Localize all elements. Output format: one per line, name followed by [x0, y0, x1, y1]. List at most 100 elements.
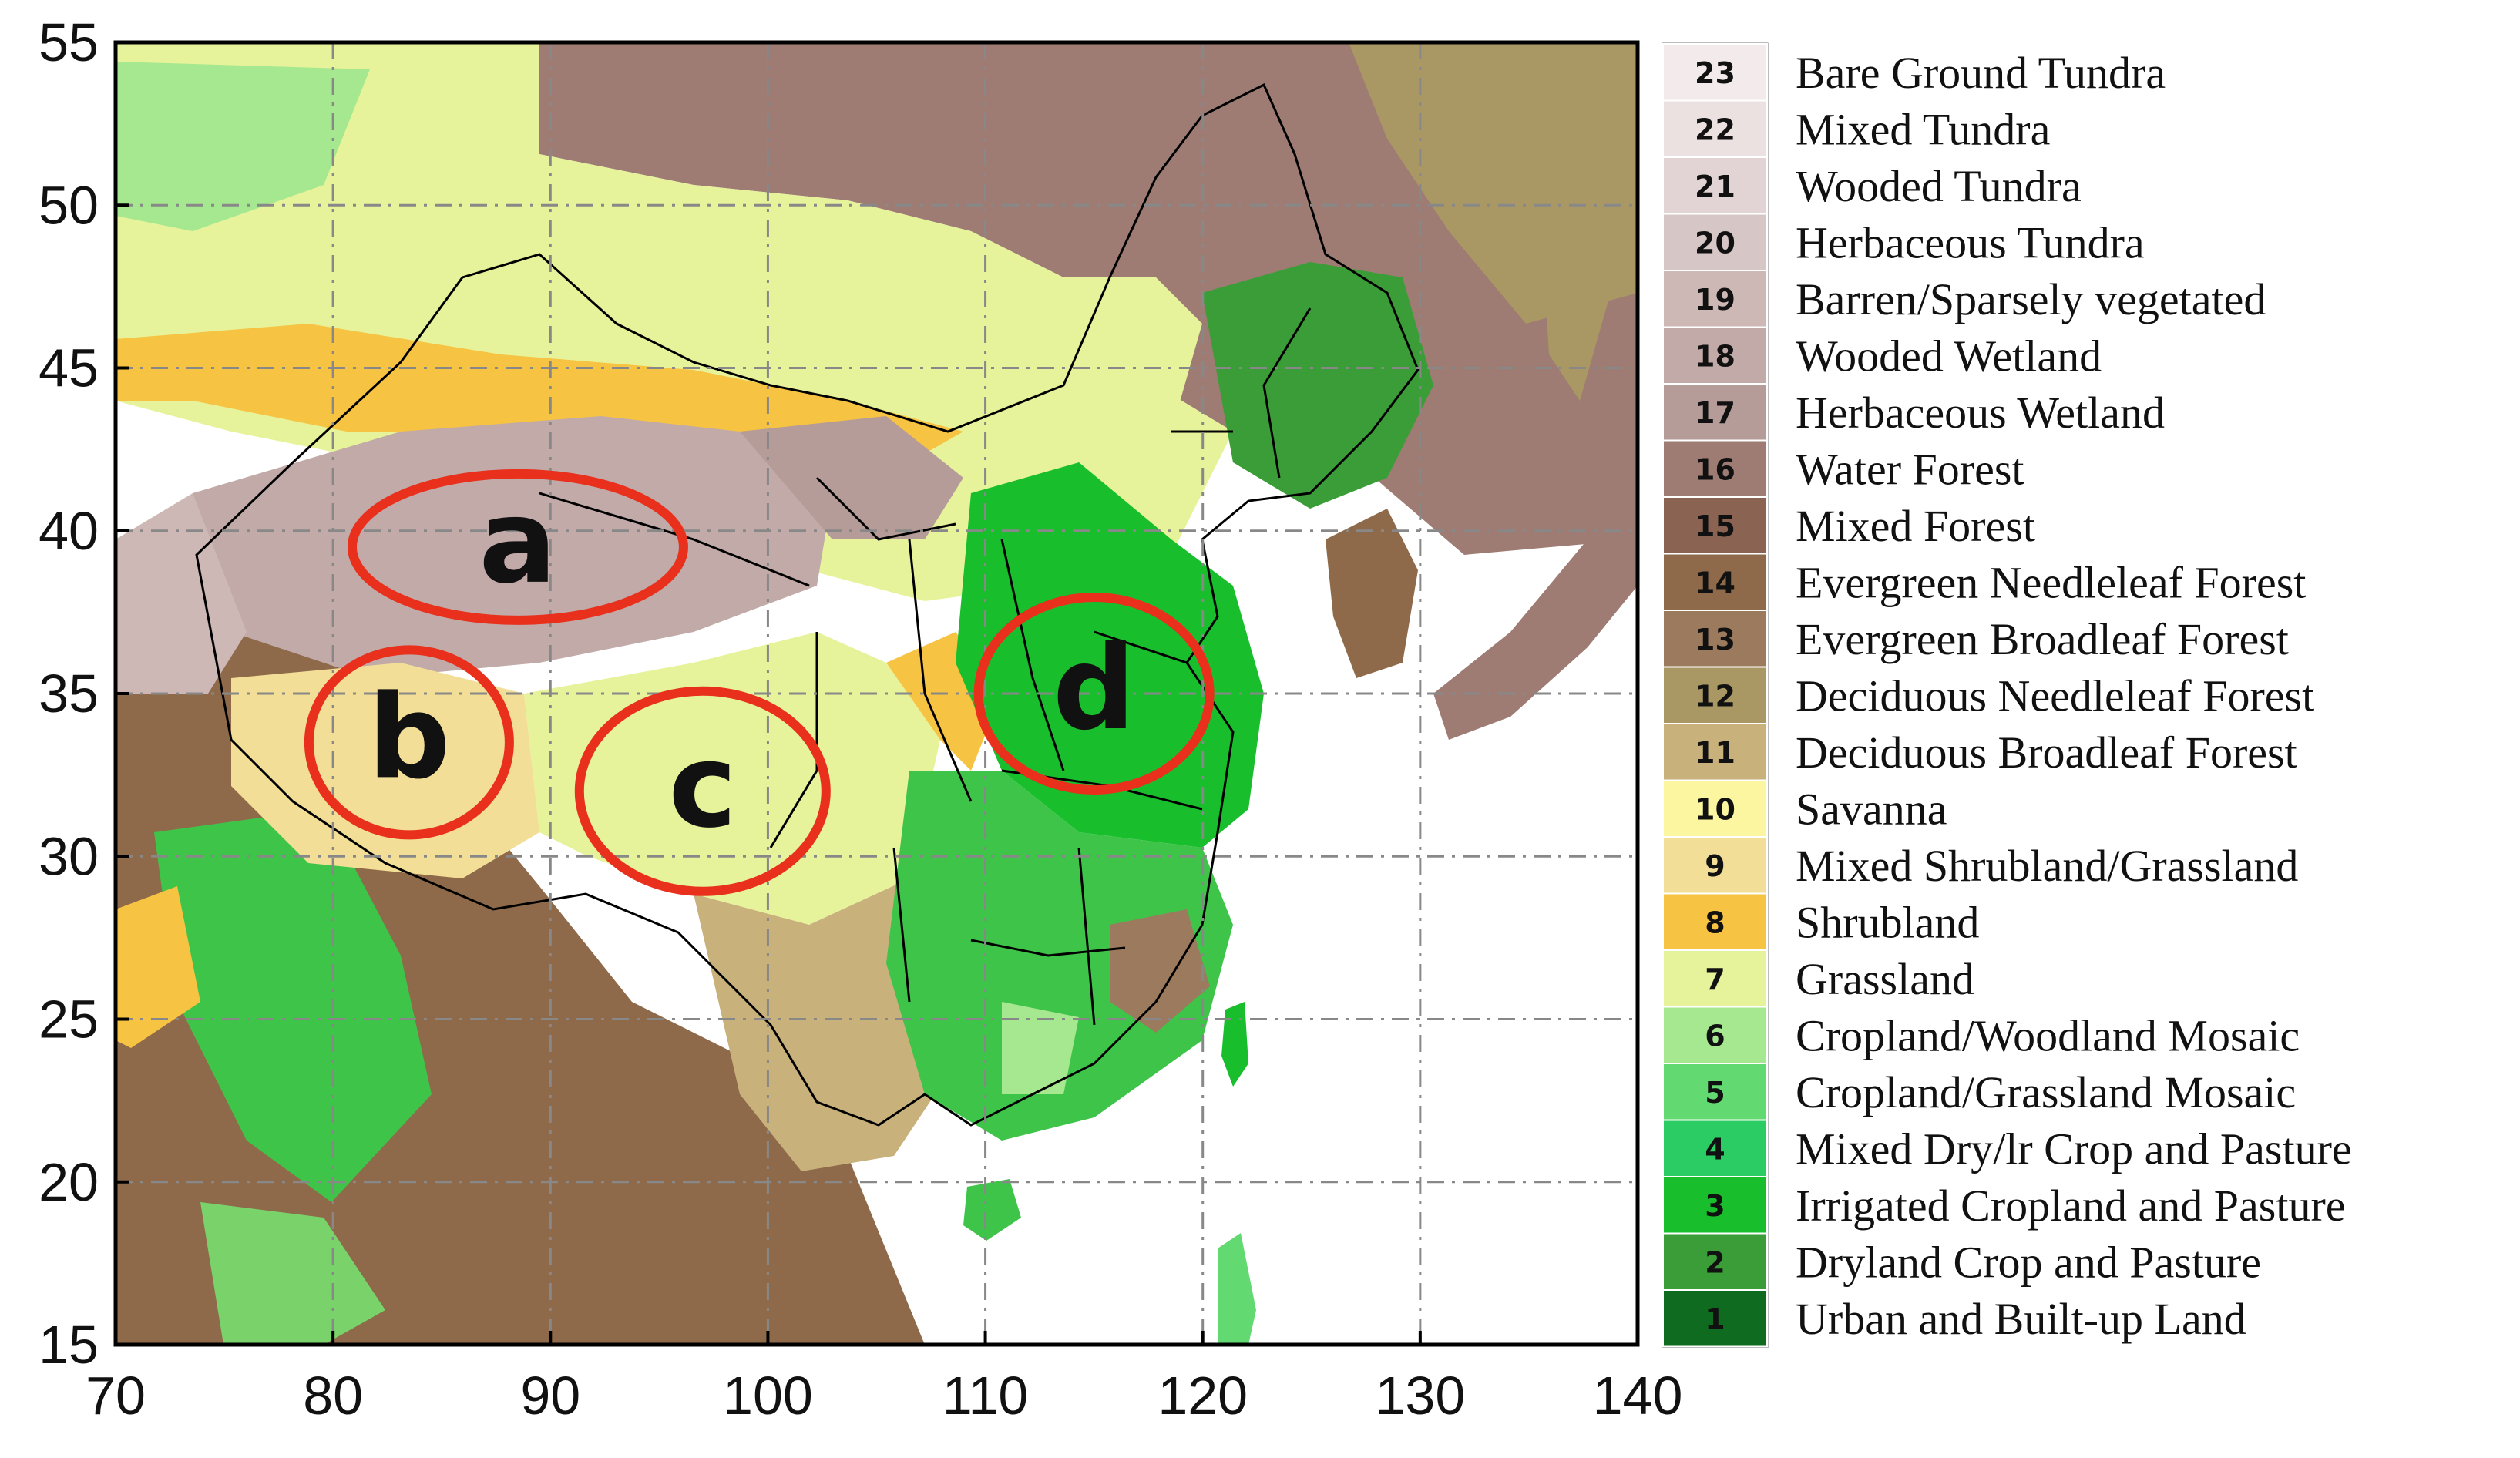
legend-code: 15	[1695, 509, 1735, 543]
y-tick-label: 40	[39, 501, 99, 561]
x-tick-label: 110	[942, 1366, 1029, 1426]
shrub-belt-north	[116, 324, 963, 462]
region-label-a: a	[479, 475, 556, 610]
y-tick-label: 45	[39, 338, 99, 398]
x-tick-label: 80	[303, 1366, 363, 1426]
legend-label: Evergreen Broadleaf Forest	[1796, 614, 2289, 664]
region-outline-a	[347, 469, 688, 625]
legend-label: Wooded Wetland	[1796, 331, 2102, 381]
legend-swatch	[1662, 553, 1768, 611]
legend-label: Mixed Forest	[1796, 501, 2035, 551]
region-label-d: d	[1053, 622, 1135, 756]
legend-label: Irrigated Cropland and Pasture	[1796, 1181, 2346, 1231]
legend-label: Herbaceous Wetland	[1796, 388, 2165, 438]
land-sakhalin	[1541, 193, 1611, 401]
x-tick-label: 140	[1593, 1366, 1683, 1426]
legend-swatch	[1662, 439, 1768, 498]
legend-swatch	[1662, 496, 1768, 555]
legend-swatch	[1662, 1119, 1768, 1177]
legend-code: 11	[1695, 736, 1735, 770]
legend-label: Cropland/Grassland Mosaic	[1796, 1067, 2296, 1117]
legend-label: Water Forest	[1796, 444, 2024, 494]
region-label-c: c	[668, 720, 737, 854]
land-korea	[1326, 509, 1418, 678]
legend-swatch	[1662, 836, 1768, 895]
legend-code: 3	[1705, 1189, 1725, 1223]
legend-code: 9	[1705, 849, 1725, 883]
legend-swatch	[1662, 99, 1768, 158]
legend-swatch	[1662, 949, 1768, 1008]
legend-code: 8	[1705, 905, 1725, 939]
legend-code: 23	[1695, 56, 1735, 90]
region-outline-b	[304, 645, 514, 840]
legend-code: 7	[1705, 962, 1725, 996]
legend-swatch	[1662, 270, 1768, 328]
land-cover-layer	[116, 42, 1638, 1345]
legend-swatch	[1662, 779, 1768, 838]
legend-label: Bare Ground Tundra	[1796, 48, 2166, 98]
legend-code: 1	[1705, 1302, 1725, 1336]
legend-label: Mixed Shrubland/Grassland	[1796, 841, 2298, 891]
y-axis-ticks: 55 50 45 40 35 30 25 20 15	[39, 12, 129, 1375]
y-tick-label: 50	[39, 175, 99, 235]
y-tick-label: 15	[39, 1315, 99, 1375]
land-hainan	[963, 1179, 1021, 1241]
legend-swatch	[1662, 383, 1768, 442]
legend-label: Mixed Tundra	[1796, 104, 2050, 154]
legend-swatch	[1662, 43, 1768, 102]
legend-code: 5	[1705, 1076, 1725, 1110]
cropland-region-india	[154, 809, 432, 1202]
land-philippines	[1218, 1233, 1256, 1345]
legend-swatch	[1662, 892, 1768, 951]
legend-label: Grassland	[1796, 954, 1974, 1004]
desert-region-alxa	[740, 416, 963, 539]
region-outline-d	[973, 593, 1215, 795]
x-tick-label: 70	[86, 1366, 146, 1426]
grassland-region-southeast	[1002, 1002, 1079, 1094]
forest-region-fujian	[1110, 909, 1210, 1033]
region-label-b: b	[368, 670, 450, 805]
cropland-region-south-india	[200, 1202, 385, 1345]
grassland-region-inner-mongolia	[963, 277, 1202, 462]
legend-code: 17	[1695, 396, 1735, 430]
y-tick-label: 30	[39, 826, 99, 886]
desert-region-tarim	[170, 416, 832, 678]
legend-label: Wooded Tundra	[1796, 161, 2082, 211]
legend-swatch	[1662, 1289, 1768, 1348]
legend-code: 13	[1695, 623, 1735, 657]
grid-lines	[116, 42, 1638, 1345]
legend-swatch	[1662, 326, 1768, 385]
x-tick-label: 120	[1158, 1366, 1248, 1426]
x-tick-label: 100	[723, 1366, 813, 1426]
legend-label: Barren/Sparsely vegetated	[1796, 274, 2266, 324]
legend-label: Dryland Crop and Pasture	[1796, 1237, 2261, 1287]
y-tick-label: 55	[39, 12, 99, 72]
x-tick-label: 90	[520, 1366, 580, 1426]
legend-code: 16	[1695, 452, 1735, 486]
plateau-region-tibet-east	[524, 632, 940, 925]
land-taiwan	[1221, 1002, 1248, 1087]
cropland-region-manchuria	[1202, 262, 1433, 509]
cropland-region-kazakhstan	[116, 62, 370, 231]
legend-swatch	[1662, 723, 1768, 781]
legend-label: Deciduous Broadleaf Forest	[1796, 727, 2297, 778]
legend-label: Herbaceous Tundra	[1796, 217, 2145, 267]
legend-code: 10	[1695, 792, 1735, 826]
legend-label: Shrubland	[1796, 897, 1979, 947]
legend-code: 19	[1695, 283, 1735, 317]
legend-code: 4	[1705, 1132, 1725, 1166]
legend-swatch	[1662, 1063, 1768, 1121]
legend-label: Savanna	[1796, 784, 1947, 834]
legend-code: 12	[1695, 679, 1735, 713]
legend-code: 21	[1695, 170, 1735, 203]
china-boundary	[195, 82, 1420, 1127]
y-tick-label: 20	[39, 1152, 99, 1212]
legend-label: Deciduous Needleleaf Forest	[1796, 670, 2314, 721]
x-axis-ticks: 70 80 90 100 110 120 130 140	[86, 1331, 1682, 1426]
legend-code: 18	[1695, 339, 1735, 373]
legend-label: Cropland/Woodland Mosaic	[1796, 1010, 2300, 1060]
legend-code: 6	[1705, 1019, 1725, 1053]
region-annotations: ab c d	[304, 469, 1215, 896]
